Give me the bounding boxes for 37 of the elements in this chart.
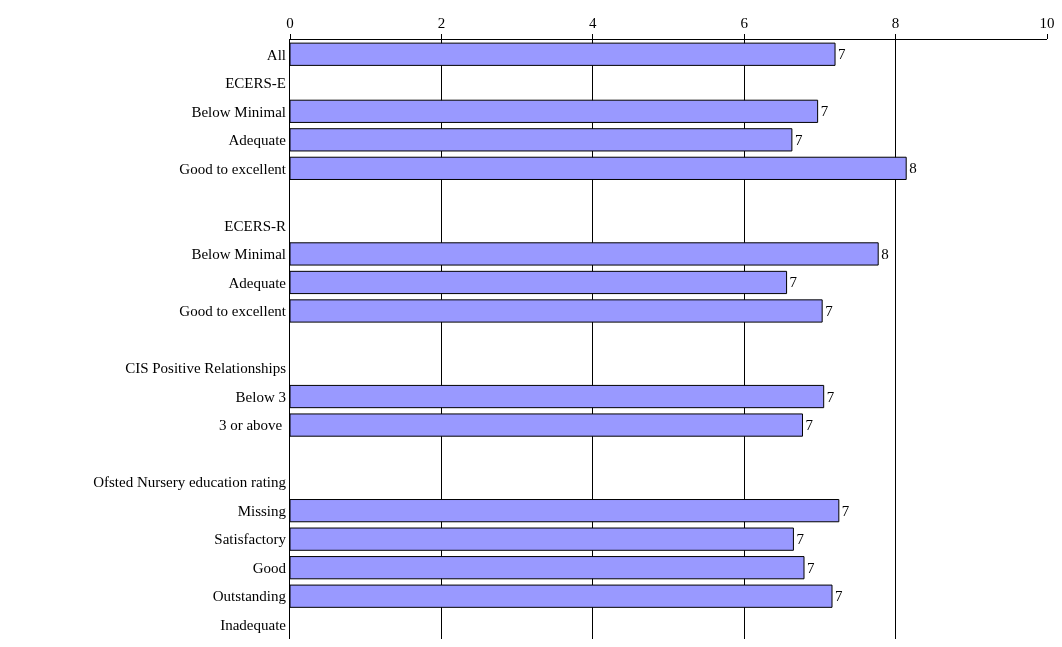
data-label: 7 bbox=[807, 559, 815, 576]
x-tick-label: 4 bbox=[589, 15, 598, 31]
y-tick-label: Adequate bbox=[228, 132, 287, 149]
data-label: 8 bbox=[881, 245, 889, 262]
x-tick-label: 8 bbox=[891, 15, 900, 31]
y-tick-label: Below Minimal bbox=[191, 103, 286, 120]
y-tick-label: Outstanding bbox=[212, 588, 287, 605]
y-tick-label: 3 or above bbox=[218, 417, 286, 434]
y-tick-label: Adequate bbox=[228, 274, 287, 291]
data-label: 7 bbox=[826, 388, 835, 405]
x-tick-label: 2 bbox=[437, 15, 446, 31]
y-tick-label: Below 3 bbox=[235, 388, 286, 405]
data-label: 7 bbox=[796, 531, 805, 548]
y-tick-label: Ofsted Nursery education rating bbox=[93, 474, 287, 491]
y-tick-label: ECERS-E bbox=[225, 75, 286, 92]
data-label: 8 bbox=[909, 160, 917, 177]
data-label: 7 bbox=[789, 274, 798, 291]
y-tick-label: Satisfactory bbox=[214, 531, 287, 548]
y-tick-label: Good bbox=[252, 559, 287, 576]
y-tick-label: ECERS-R bbox=[224, 217, 286, 234]
y-tick-label: Good to excellent bbox=[179, 303, 287, 320]
y-tick-label: Inadequate bbox=[220, 616, 287, 633]
y-tick-label: Good to excellent bbox=[179, 160, 287, 177]
data-label: 7 bbox=[794, 131, 803, 148]
data-label: 7 bbox=[835, 588, 844, 605]
y-tick-label: Below Minimal bbox=[191, 246, 286, 263]
data-label: 7 bbox=[805, 417, 814, 434]
y-tick-label: CIS Positive Relationships bbox=[125, 360, 287, 377]
data-label: 7 bbox=[825, 302, 834, 319]
x-tick-label: 10 bbox=[1039, 15, 1055, 31]
y-tick-label: Missing bbox=[237, 502, 287, 519]
y-tick-label: All bbox=[266, 46, 286, 63]
x-tick-label: 6 bbox=[740, 15, 749, 31]
data-label: 7 bbox=[820, 103, 829, 120]
data-label: 7 bbox=[838, 46, 847, 63]
x-tick-label: 0 bbox=[286, 15, 294, 31]
data-label: 7 bbox=[841, 502, 850, 519]
